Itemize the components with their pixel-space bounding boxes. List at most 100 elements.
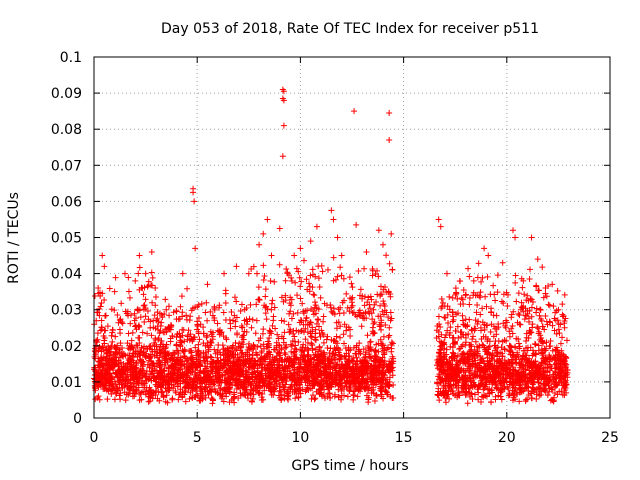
data-point [142,296,149,303]
data-point [528,304,535,311]
data-point [510,352,517,359]
data-point [308,306,315,313]
data-point [338,252,345,259]
data-point [521,371,528,378]
data-point [519,355,526,362]
data-point [330,254,337,261]
data-point [265,361,272,368]
data-point [141,318,148,325]
data-point [297,317,304,324]
data-point [542,312,549,319]
data-point [111,288,118,295]
data-point [228,397,235,404]
data-point [375,227,382,234]
data-point [348,296,355,303]
data-point [532,351,539,358]
data-point [312,326,319,333]
data-point [104,396,111,403]
data-point [508,311,515,318]
data-point [346,308,353,315]
data-point [483,366,490,373]
data-point [297,295,304,302]
data-point [291,345,298,352]
data-point [144,330,151,337]
data-point [329,309,336,316]
data-point [99,344,106,351]
data-point [258,394,265,401]
data-point [131,317,138,324]
data-point [540,340,547,347]
data-point [483,379,490,386]
data-point [179,309,186,316]
data-point [126,385,133,392]
data-point [122,308,129,315]
data-point [198,300,205,307]
data-point [288,371,295,378]
data-point [543,339,550,346]
data-point [304,379,311,386]
data-point [501,379,508,386]
data-point [388,345,395,352]
data-point [131,393,138,400]
data-point [146,355,153,362]
data-point [240,332,247,339]
data-point [328,380,335,387]
data-point [99,383,106,390]
data-point [556,378,563,385]
data-point [103,353,110,360]
data-point [311,396,318,403]
data-point [313,223,320,230]
y-axis-label: ROTI / TECUs [6,192,22,284]
data-point [122,368,129,375]
data-point [107,380,114,387]
data-point [264,216,271,223]
data-point [177,303,184,310]
data-point [218,379,225,386]
data-point [460,357,467,364]
data-point [493,312,500,319]
data-point [467,378,474,385]
data-point [312,395,319,402]
data-point [260,355,267,362]
data-point [167,338,174,345]
data-point [445,320,452,327]
data-point [343,290,350,297]
data-point [253,301,260,308]
data-point [370,306,377,313]
data-point [234,331,241,338]
data-point [237,363,244,370]
data-point [200,367,207,374]
y-tick-label: 0.08 [51,122,82,138]
data-point [102,347,109,354]
data-point [97,303,104,310]
data-point [534,256,541,263]
data-point [437,223,444,230]
data-point [211,306,218,313]
data-point [557,321,564,328]
data-point [537,307,544,314]
data-point [289,337,296,344]
data-point [177,366,184,373]
data-point [214,349,221,356]
data-point [363,248,370,255]
data-point [98,300,105,307]
data-point [296,274,303,281]
data-point [549,386,556,393]
data-point [249,316,256,323]
data-point [295,359,302,366]
data-point [446,306,453,313]
data-point [244,349,251,356]
data-point [488,386,495,393]
data-point [494,289,501,296]
data-point [256,379,263,386]
data-point [250,362,257,369]
data-point [354,313,361,320]
data-point [116,346,123,353]
y-tick-label: 0.1 [60,50,82,66]
data-point [388,230,395,237]
data-point [112,351,119,358]
data-point [560,313,567,320]
data-point [470,333,477,340]
data-point [452,377,459,384]
data-point [474,301,481,308]
